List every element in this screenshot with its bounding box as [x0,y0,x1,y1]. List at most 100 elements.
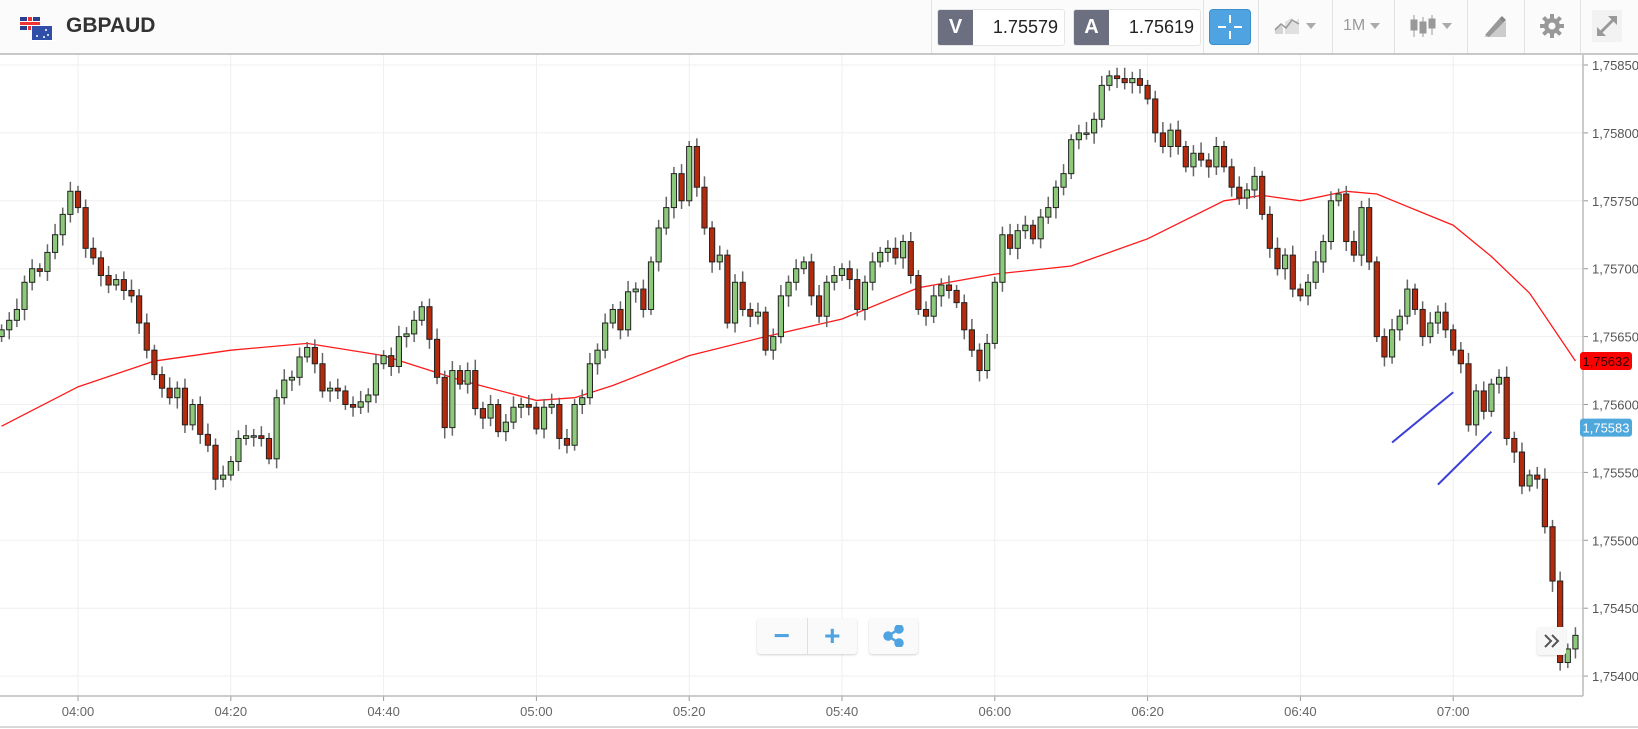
chart-type-dropdown[interactable] [1409,10,1452,42]
candle [67,181,74,223]
candle [395,325,402,374]
x-tick-label: 04:40 [367,704,400,719]
candle-body-down [1511,437,1518,453]
candle [1006,223,1014,256]
candle-body-down [945,284,953,291]
candle [181,378,189,434]
candle-body-down [907,241,914,276]
indicators-icon [1274,18,1300,34]
share-button[interactable] [869,618,918,654]
drawing-tools-button[interactable] [1481,10,1509,42]
x-tick-label: 05:00 [520,704,553,719]
scroll-to-latest-button[interactable] [1537,627,1566,655]
candle [319,352,326,398]
candle [120,271,127,300]
candle [1373,256,1380,343]
candle [502,414,509,442]
candle [296,347,303,386]
candle [1434,305,1442,334]
candle-body-up [609,308,616,324]
candle-body-down [1197,152,1205,161]
trend-line-drawing[interactable] [1437,430,1493,486]
candle-body-up [44,251,51,272]
candle [686,141,693,207]
bid-quote[interactable]: V 1.75579 [937,9,1065,46]
candle [1113,67,1121,89]
candle [189,399,196,431]
candle-body-up [242,435,250,439]
candle [403,327,410,348]
candle [82,199,89,258]
candle-body-down [1259,175,1266,215]
candle-body-down [1182,145,1189,168]
candle-body-up [1434,311,1442,324]
candle [151,344,158,381]
y-tick-label: 1,75400 [1592,669,1638,684]
candle [1503,366,1510,446]
candle [1564,643,1571,668]
candle [1220,141,1228,173]
ask-value: 1.75619 [1128,17,1194,37]
candle-body-up [999,234,1006,283]
candle [1289,245,1296,298]
candle [632,282,639,303]
candle [166,377,173,405]
candle [258,426,265,447]
drawings-layer[interactable] [1391,391,1493,486]
candle-body-up [686,145,693,202]
candle-body-down [90,247,97,259]
candle [242,424,250,446]
candle-body-up [1526,474,1533,487]
candle [556,397,563,450]
currency-pair-flags [20,17,53,41]
candle-body-down [1534,474,1541,480]
candle [44,244,51,281]
candle-body-up [250,435,257,438]
candle [1419,301,1426,347]
candle [1136,69,1144,94]
trend-line-drawing[interactable] [1391,391,1454,444]
fullscreen-button[interactable] [1592,10,1622,42]
candle-body-down [1152,98,1159,134]
candle [563,428,571,454]
candle-body-down [533,406,540,430]
zoom-in-button[interactable]: + [824,620,841,651]
candlestick-chart[interactable]: 1,75850 1,75800 1,75750 1,75700 1,75650 1,756… [0,55,1638,727]
candle-body-down [441,376,448,429]
candle [907,232,914,284]
moving-average-price-label: 1,75632 [1580,352,1632,371]
bid-tag: V [938,10,973,45]
australia-flag-icon [31,25,53,41]
candle [1488,378,1495,417]
timeframe-dropdown[interactable]: 1M [1343,10,1381,42]
candle [961,294,968,340]
indicators-button[interactable] [1273,10,1316,42]
zoom-out-button[interactable]: − [757,618,808,654]
candle-body-up [1304,281,1312,297]
candle-body-up [1052,186,1060,209]
candle-body-up [1251,175,1258,191]
candle-body-down [1121,78,1128,84]
candle-body-up [174,387,181,399]
candle [945,275,953,299]
candle-body-down [1274,247,1281,270]
candle-body-down [1450,329,1457,351]
candle-body-up [793,268,800,283]
candle-body-up [357,401,364,408]
candle-body-up [189,404,196,426]
candle-body-down [1220,145,1228,168]
candles-layer [0,67,1579,671]
candle-body-up [1075,132,1082,141]
candle-body-up [647,261,655,310]
crosshair-button[interactable] [1209,9,1251,45]
candle [1480,381,1487,420]
x-tick-label: 06:00 [979,704,1012,719]
candle [869,252,876,291]
candle-body-down [1381,336,1388,358]
ask-quote[interactable]: A 1.75619 [1073,9,1201,46]
candle [823,275,830,328]
candle [204,423,211,453]
candle [548,393,555,415]
settings-button[interactable] [1538,10,1566,42]
candle-body-down [128,289,135,297]
